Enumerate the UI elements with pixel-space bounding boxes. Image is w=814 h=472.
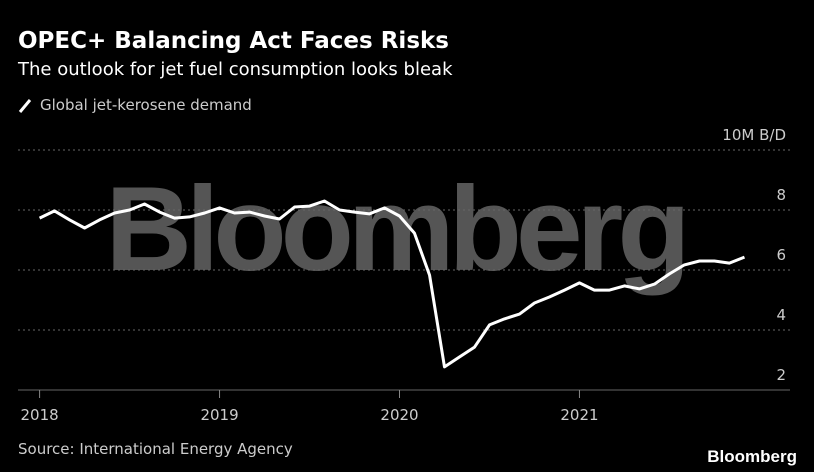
y-tick-label: 6 — [776, 246, 786, 264]
source: Source: International Energy Agency — [18, 440, 293, 458]
chart-subtitle: The outlook for jet fuel consumption loo… — [17, 59, 453, 80]
x-tick-label: 2020 — [380, 406, 418, 424]
x-tick-label: 2018 — [21, 406, 59, 424]
y-tick-label: 10M B/D — [722, 126, 786, 144]
x-tick-label: 2019 — [200, 406, 238, 424]
legend-label: Global jet-kerosene demand — [40, 96, 252, 114]
watermark: Bloomberg — [105, 162, 684, 296]
y-tick-label: 4 — [776, 306, 786, 324]
y-tick-label: 8 — [776, 186, 786, 204]
data-line — [38, 199, 746, 369]
logo: Bloomberg — [707, 447, 797, 466]
y-tick-label: 2 — [776, 366, 786, 384]
legend-swatch — [18, 99, 32, 113]
chart-title: OPEC+ Balancing Act Faces Risks — [18, 28, 449, 54]
x-tick-label: 2021 — [560, 406, 598, 424]
